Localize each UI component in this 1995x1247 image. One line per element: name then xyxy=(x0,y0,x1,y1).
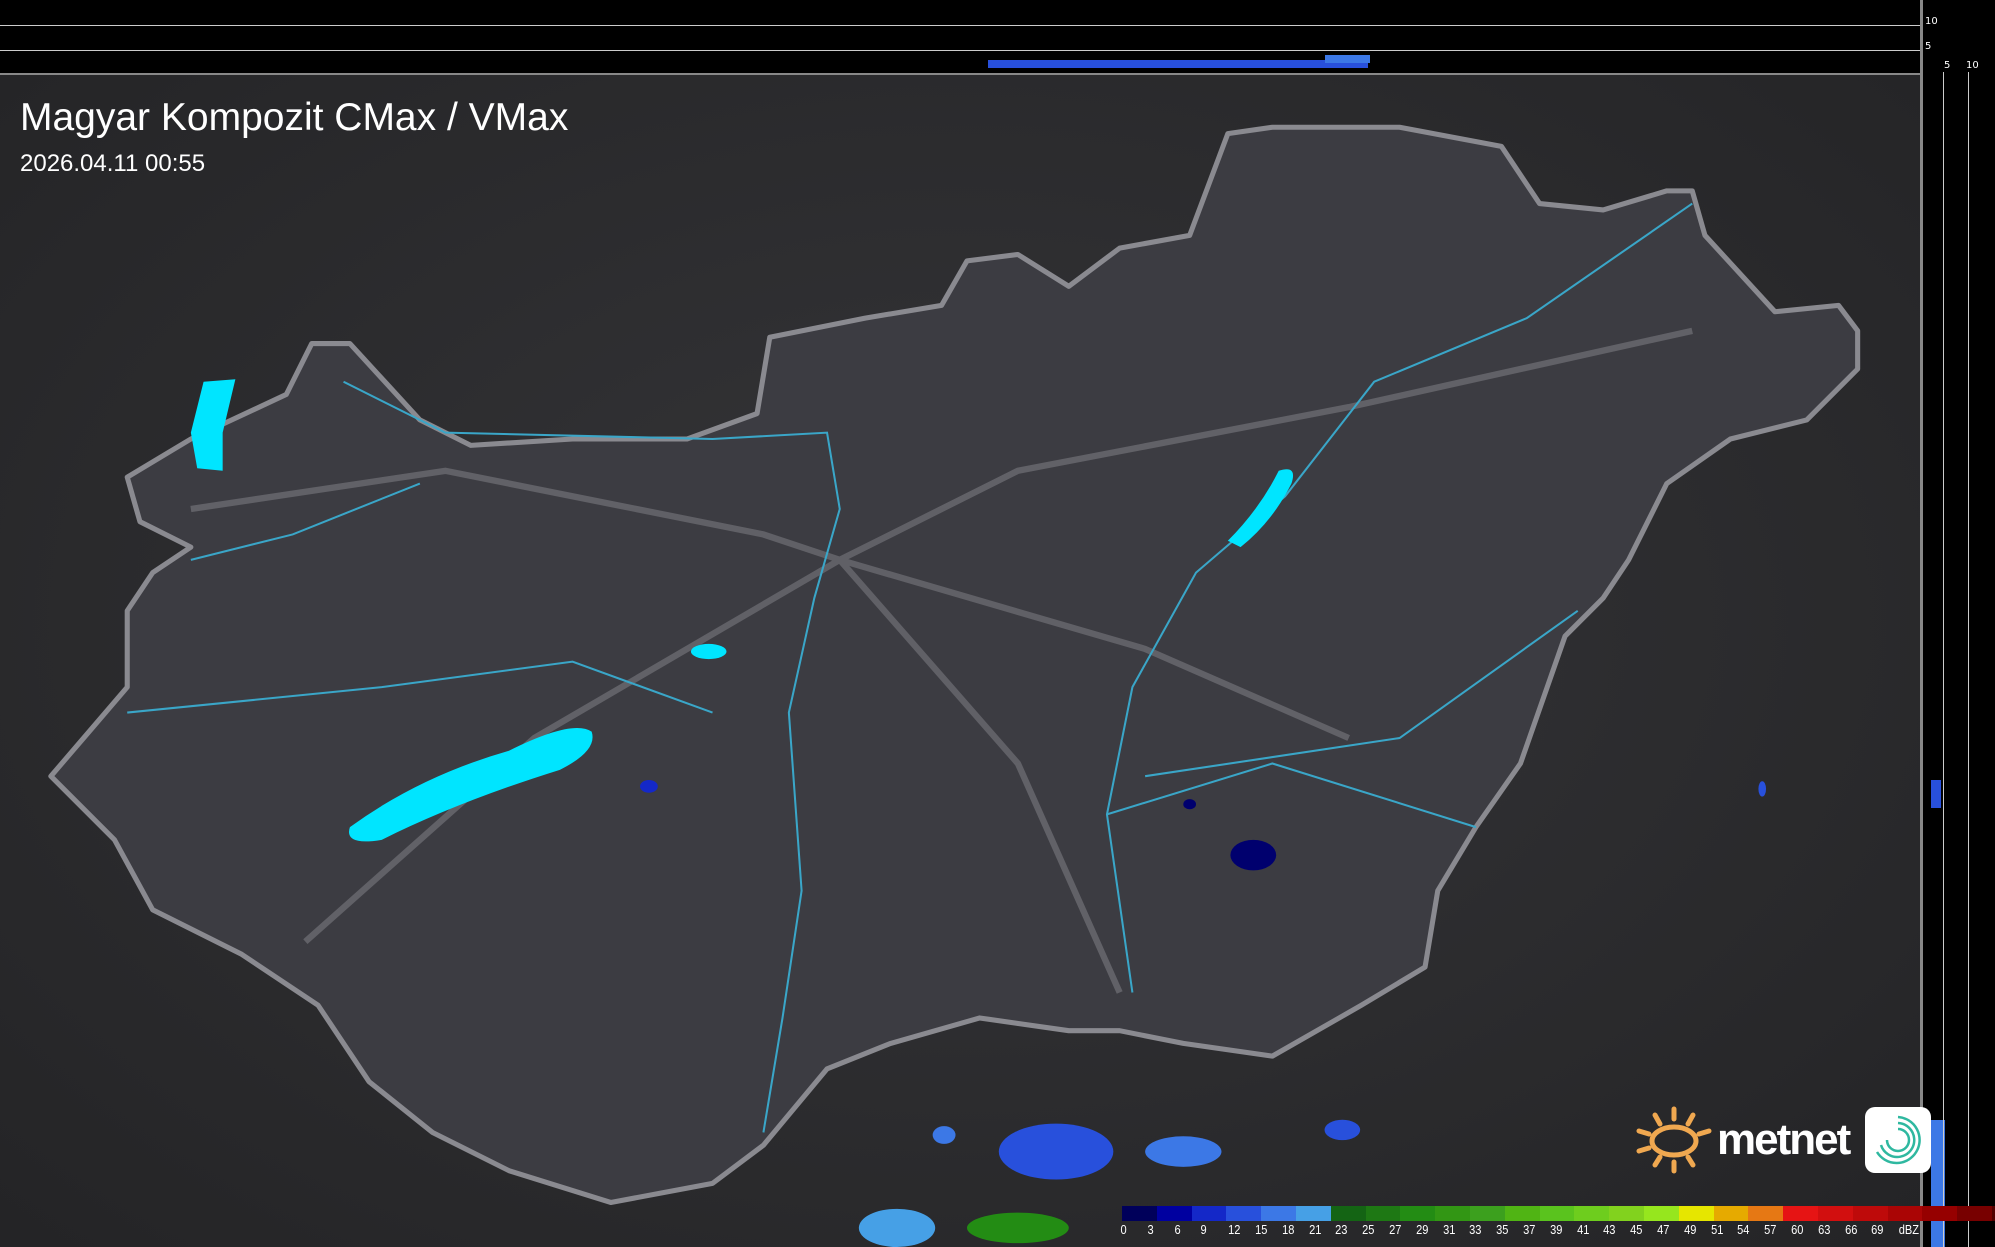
legend-swatch xyxy=(1122,1206,1157,1221)
spiral-icon xyxy=(1876,1115,1922,1165)
metnet-logo: metnet xyxy=(1635,1105,1932,1175)
legend-label: 29 xyxy=(1415,1222,1429,1237)
legend-swatch xyxy=(1435,1206,1470,1221)
scale-tick: 10 xyxy=(1966,60,1979,71)
lakes xyxy=(190,379,1294,842)
legend-label: 47 xyxy=(1657,1222,1670,1237)
legend-swatch xyxy=(1261,1206,1296,1221)
legend-unit: dBZ xyxy=(1898,1222,1920,1237)
legend-swatch xyxy=(1991,1206,1995,1221)
profile-echoes xyxy=(988,60,1368,68)
legend-swatch xyxy=(1365,1206,1401,1221)
legend-label: 18 xyxy=(1281,1222,1295,1237)
legend-swatch xyxy=(1574,1206,1610,1221)
legend-label: 25 xyxy=(1362,1222,1375,1237)
scale-tick: 5 xyxy=(1944,60,1951,71)
legend-label: 43 xyxy=(1603,1222,1616,1237)
legend-label: 12 xyxy=(1228,1222,1241,1237)
legend-swatch xyxy=(1643,1206,1679,1221)
legend-label: 9 xyxy=(1200,1222,1208,1237)
legend-swatch xyxy=(1539,1206,1575,1221)
legend-swatch xyxy=(1852,1206,1888,1221)
map-timestamp: 2026.04.11 00:55 xyxy=(20,150,206,177)
legend-label: 69 xyxy=(1871,1222,1884,1237)
horizontal-profile-panel xyxy=(0,0,1920,75)
legend-label: 39 xyxy=(1549,1222,1563,1237)
legend-swatch xyxy=(1783,1206,1818,1221)
legend-label: 15 xyxy=(1255,1222,1268,1237)
legend-swatch xyxy=(1191,1206,1227,1221)
logo-text: metnet xyxy=(1717,1115,1851,1164)
scale-tick: 10 xyxy=(1925,16,1938,27)
dbz-color-legend xyxy=(1122,1206,1995,1221)
dbz-legend-labels: 0 3 6 9 12 15 18 21 23 25 27 29 31 33 35 37 39 41 43 45 47 49… xyxy=(1112,1222,1922,1244)
legend-label: 33 xyxy=(1469,1222,1482,1237)
radar-echoes xyxy=(640,780,1767,1247)
lake-velence xyxy=(690,643,727,660)
legend-swatch xyxy=(1609,1206,1644,1221)
sun-icon xyxy=(1636,1106,1712,1174)
legend-swatch xyxy=(1469,1206,1505,1221)
legend-swatch xyxy=(1887,1206,1923,1221)
legend-swatch xyxy=(1330,1206,1366,1221)
profile-echoes xyxy=(1325,55,1370,63)
legend-swatch xyxy=(1922,1206,1958,1221)
profile-echoes xyxy=(1931,780,1941,808)
legend-swatch xyxy=(1957,1206,1992,1221)
legend-swatch xyxy=(1713,1206,1749,1221)
legend-label: 60 xyxy=(1791,1222,1804,1237)
legend-label: 35 xyxy=(1496,1222,1509,1237)
legend-swatch xyxy=(1156,1206,1192,1221)
legend-label: 51 xyxy=(1710,1222,1723,1237)
legend-swatch xyxy=(1226,1206,1262,1221)
legend-label: 66 xyxy=(1844,1222,1857,1237)
legend-label: 45 xyxy=(1630,1222,1643,1237)
legend-swatch xyxy=(1295,1206,1331,1221)
legend-swatch xyxy=(1504,1206,1540,1221)
legend-swatch xyxy=(1400,1206,1436,1221)
scale-tick: 5 xyxy=(1925,41,1932,52)
legend-label: 31 xyxy=(1442,1222,1455,1237)
legend-label: 49 xyxy=(1683,1222,1697,1237)
legend-label: 63 xyxy=(1817,1222,1831,1237)
legend-label: 0 xyxy=(1120,1222,1127,1237)
lake-balaton xyxy=(348,728,593,842)
legend-label: 6 xyxy=(1174,1222,1181,1237)
legend-swatch xyxy=(1817,1206,1853,1221)
app-icon xyxy=(1865,1107,1932,1173)
legend-label: 3 xyxy=(1147,1222,1154,1237)
map-title: Magyar Kompozit CMax / VMax xyxy=(20,96,569,139)
legend-label: 21 xyxy=(1308,1222,1321,1237)
legend-label: 37 xyxy=(1523,1222,1536,1237)
vertical-profile-panel xyxy=(1920,0,1995,1247)
legend-label: 23 xyxy=(1335,1222,1348,1237)
radar-map[interactable] xyxy=(0,0,1920,1247)
legend-label: 57 xyxy=(1764,1222,1777,1237)
lake-tisza xyxy=(1227,469,1294,548)
legend-label: 54 xyxy=(1737,1222,1750,1237)
legend-swatch xyxy=(1678,1206,1714,1221)
legend-label: 41 xyxy=(1576,1222,1589,1237)
lake-ferto xyxy=(190,379,236,471)
roads xyxy=(190,327,1693,994)
legend-label: 27 xyxy=(1389,1222,1402,1237)
legend-swatch xyxy=(1748,1206,1784,1221)
